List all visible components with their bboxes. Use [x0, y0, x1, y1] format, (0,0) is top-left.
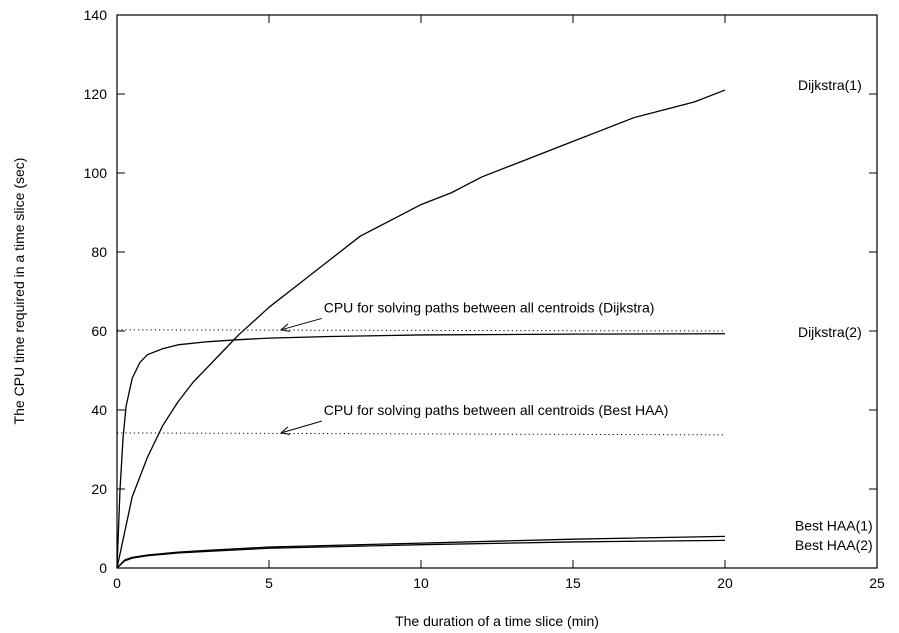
series-line: [116, 539, 726, 569]
series-label: Best HAA(2): [795, 537, 873, 553]
series-line: [116, 89, 726, 569]
annotation-arrow: [281, 420, 322, 434]
x-tick-label: 15: [565, 575, 581, 591]
annotation-arrowhead: [280, 323, 291, 332]
x-tick-label: 25: [869, 575, 885, 591]
y-tick-label: 120: [84, 86, 108, 102]
plot-frame: [116, 14, 878, 569]
x-tick-label: 20: [717, 575, 733, 591]
axis-ticks: 0 5 10 15 20 25 0 20 40 60 80 100 120 140: [84, 7, 885, 591]
series-line: [116, 333, 726, 569]
series-label: Best HAA(1): [795, 517, 873, 533]
y-tick-label: 40: [91, 402, 107, 418]
reference-lines: [116, 329, 726, 436]
y-tick-label: 80: [91, 244, 107, 260]
y-tick-label: 140: [84, 7, 108, 23]
reference-line: [116, 329, 726, 332]
x-tick-label: 10: [413, 575, 429, 591]
y-axis-title: The CPU time required in a time slice (s…: [11, 158, 27, 425]
y-tick-label: 0: [99, 560, 107, 576]
y-tick-label: 60: [91, 323, 107, 339]
series-label: Dijkstra(1): [798, 77, 862, 93]
annotations: CPU for solving paths between all centro…: [280, 299, 669, 435]
reference-line: [116, 432, 726, 436]
series-labels: Dijkstra(1) Dijkstra(2) Best HAA(1) Best HA…: [795, 77, 873, 553]
series-line: [116, 535, 726, 569]
x-axis-title: The duration of a time slice (min): [395, 613, 599, 629]
annotation-label: CPU for solving paths between all centro…: [324, 402, 669, 418]
series-lines: [116, 89, 726, 569]
annotation-arrowhead: [280, 426, 291, 435]
annotation-arrow: [281, 317, 322, 331]
y-tick-label: 100: [84, 165, 108, 181]
x-tick-label: 5: [265, 575, 273, 591]
annotation-label: CPU for solving paths between all centro…: [324, 299, 655, 315]
y-tick-label: 20: [91, 481, 107, 497]
series-label: Dijkstra(2): [798, 324, 862, 340]
x-tick-label: 0: [113, 575, 121, 591]
